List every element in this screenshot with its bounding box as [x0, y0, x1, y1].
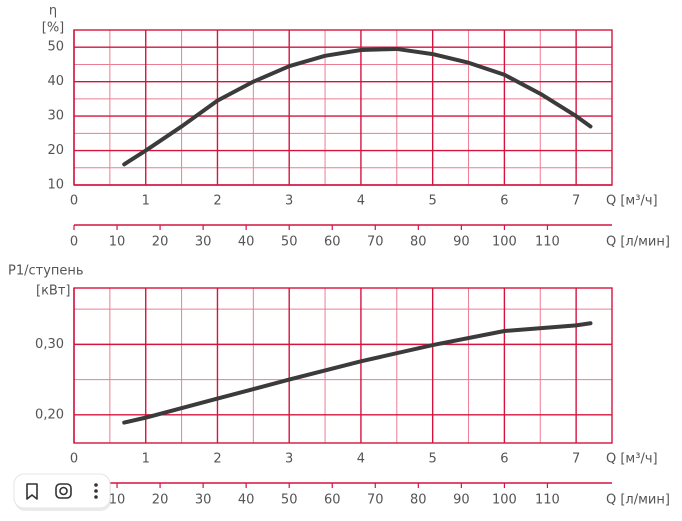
- x-tick-label: 1: [142, 194, 150, 209]
- x-tick-label: 3: [285, 194, 293, 209]
- x2-tick-label: 60: [324, 235, 341, 250]
- floating-toolbar: [13, 473, 111, 511]
- plot-frame: [73, 29, 613, 186]
- x2-axis-label: Q [л/мин]: [606, 235, 670, 250]
- x2-tick-label: 70: [367, 493, 384, 508]
- x2-tick-label: 90: [453, 493, 470, 508]
- dot: [94, 483, 98, 487]
- x-tick-label: 5: [429, 452, 437, 467]
- dot: [94, 489, 98, 493]
- x-tick-label: 7: [572, 194, 580, 209]
- x2-tick-label: 10: [109, 235, 126, 250]
- y-tick-label: 0,20: [35, 407, 64, 422]
- plot-frame: [73, 287, 613, 444]
- x2-tick-label: 30: [195, 235, 212, 250]
- x2-tick-label: 10: [109, 493, 126, 508]
- y-tick-label: 0,30: [35, 337, 64, 352]
- x2-tick-label: 50: [281, 235, 298, 250]
- x-tick-label: 3: [285, 452, 293, 467]
- data-line: [122, 46, 593, 167]
- y-axis-label: η: [49, 4, 57, 19]
- x-tick-label: 7: [572, 452, 580, 467]
- x-tick-label: 5: [429, 194, 437, 209]
- x2-tick-label: 80: [410, 235, 427, 250]
- x2-tick-label: 40: [238, 493, 255, 508]
- bookmark-button[interactable]: [26, 483, 38, 500]
- x2-tick-label: 0: [70, 235, 78, 250]
- x2-tick-label: 50: [281, 493, 298, 508]
- x-axis-label: Q [м³/ч]: [606, 452, 658, 467]
- x2-tick-label: 110: [535, 235, 560, 250]
- data-line: [122, 321, 593, 425]
- x2-tick-label: 40: [238, 235, 255, 250]
- y-tick-label: 40: [47, 74, 64, 89]
- x2-tick-label: 100: [492, 235, 517, 250]
- more-button[interactable]: [94, 483, 98, 499]
- x2-tick-label: 30: [195, 493, 212, 508]
- x2-axis-label: Q [л/мин]: [606, 493, 670, 508]
- x-tick-label: 0: [70, 194, 78, 209]
- y-tick-label: 20: [47, 143, 64, 158]
- y-axis-unit: [кВт]: [36, 284, 71, 299]
- x-tick-label: 4: [357, 452, 365, 467]
- x-tick-label: 1: [142, 452, 150, 467]
- x2-tick-label: 80: [410, 493, 427, 508]
- x2-tick-label: 70: [367, 235, 384, 250]
- x2-tick-label: 110: [535, 493, 560, 508]
- y-tick-label: 50: [47, 40, 64, 55]
- x-tick-label: 4: [357, 194, 365, 209]
- y-axis-label: P1/ступень: [8, 264, 84, 279]
- x2-tick-label: 90: [453, 235, 470, 250]
- x2-tick-label: 20: [152, 493, 169, 508]
- x2-tick-label: 60: [324, 493, 341, 508]
- y-axis-unit: [%]: [42, 21, 65, 36]
- lens-icon: [55, 483, 72, 499]
- x-tick-label: 2: [213, 452, 221, 467]
- x2-tick-label: 100: [492, 493, 517, 508]
- lens-button[interactable]: [55, 483, 72, 499]
- lens-icon: [59, 486, 68, 496]
- x2-tick-label: 20: [152, 235, 169, 250]
- dot: [94, 495, 98, 499]
- y-tick-label: 30: [47, 109, 64, 124]
- x-tick-label: 0: [70, 452, 78, 467]
- x-tick-label: 2: [213, 194, 221, 209]
- x-tick-label: 6: [500, 194, 508, 209]
- toolbar-background: [13, 473, 111, 509]
- y-tick-label: 10: [47, 178, 64, 193]
- x-tick-label: 6: [500, 452, 508, 467]
- x-axis-label: Q [м³/ч]: [606, 194, 658, 209]
